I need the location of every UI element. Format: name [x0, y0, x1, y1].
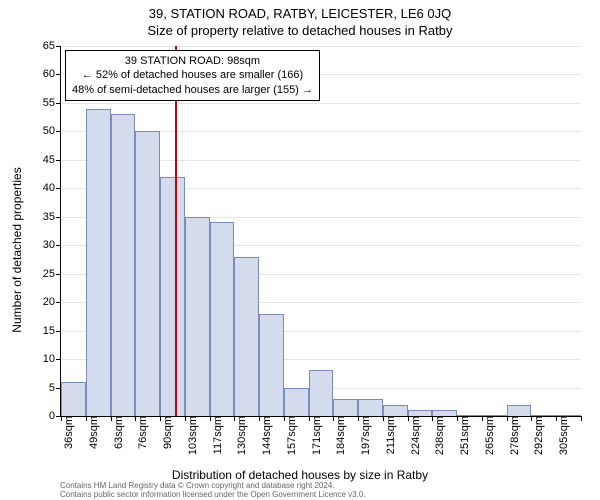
x-tick-label: 157sqm	[282, 416, 298, 455]
x-tick-label: 103sqm	[183, 416, 199, 455]
chart-title-main: 39, STATION ROAD, RATBY, LEICESTER, LE6 …	[0, 0, 600, 21]
histogram-bar	[309, 370, 334, 416]
x-tick-mark	[581, 416, 582, 421]
annotation-box: 39 STATION ROAD: 98sqm ← 52% of detached…	[65, 50, 320, 101]
grid-line	[61, 46, 581, 47]
footer-line-2: Contains public sector information licen…	[60, 491, 590, 500]
x-tick-label: 117sqm	[208, 416, 224, 454]
x-tick-label: 36sqm	[59, 416, 75, 449]
histogram-bar	[358, 399, 383, 416]
x-tick-label: 305sqm	[554, 416, 570, 455]
annotation-line-3: 48% of semi-detached houses are larger (…	[72, 83, 313, 97]
y-tick-label: 60	[43, 68, 61, 80]
histogram-bar	[210, 222, 235, 416]
x-tick-label: 171sqm	[307, 416, 323, 455]
y-tick-label: 10	[43, 353, 61, 365]
y-tick-label: 5	[49, 382, 61, 394]
y-tick-label: 20	[43, 296, 61, 308]
y-tick-label: 40	[43, 182, 61, 194]
y-tick-label: 15	[43, 325, 61, 337]
x-tick-label: 251sqm	[455, 416, 471, 455]
x-tick-label: 76sqm	[133, 416, 149, 449]
footer-text: Contains HM Land Registry data © Crown c…	[60, 482, 590, 500]
annotation-line-2: ← 52% of detached houses are smaller (16…	[72, 68, 313, 82]
x-tick-label: 90sqm	[158, 416, 174, 449]
grid-line	[61, 103, 581, 104]
y-axis-label: Number of detached properties	[10, 167, 24, 332]
y-tick-label: 35	[43, 211, 61, 223]
histogram-bar	[86, 109, 111, 416]
x-tick-label: 278sqm	[505, 416, 521, 455]
y-tick-label: 65	[43, 40, 61, 52]
chart-title-sub: Size of property relative to detached ho…	[0, 21, 600, 38]
histogram-bar	[259, 314, 284, 416]
chart-plot-area: 0510152025303540455055606536sqm49sqm63sq…	[60, 46, 581, 417]
x-tick-label: 144sqm	[257, 416, 273, 455]
y-tick-label: 30	[43, 239, 61, 251]
x-tick-label: 49sqm	[84, 416, 100, 449]
y-tick-label: 45	[43, 154, 61, 166]
x-tick-label: 224sqm	[406, 416, 422, 455]
x-tick-label: 63sqm	[109, 416, 125, 449]
histogram-bar	[185, 217, 210, 416]
histogram-bar	[135, 131, 160, 416]
histogram-bar	[333, 399, 358, 416]
histogram-bar	[284, 388, 309, 416]
x-tick-label: 238sqm	[430, 416, 446, 455]
histogram-bar	[507, 405, 532, 416]
histogram-bar	[234, 257, 259, 416]
histogram-bar	[160, 177, 185, 416]
annotation-line-1: 39 STATION ROAD: 98sqm	[72, 54, 313, 68]
x-tick-label: 197sqm	[356, 416, 372, 455]
chart-container: 39, STATION ROAD, RATBY, LEICESTER, LE6 …	[0, 0, 600, 500]
x-axis-label: Distribution of detached houses by size …	[0, 468, 600, 482]
x-tick-label: 265sqm	[480, 416, 496, 455]
x-tick-label: 292sqm	[529, 416, 545, 455]
histogram-bar	[61, 382, 86, 416]
x-tick-label: 130sqm	[232, 416, 248, 455]
reference-line	[175, 46, 177, 416]
x-tick-label: 184sqm	[331, 416, 347, 455]
y-tick-label: 55	[43, 97, 61, 109]
x-tick-label: 211sqm	[381, 416, 397, 454]
histogram-bar	[111, 114, 136, 416]
y-tick-label: 50	[43, 125, 61, 137]
y-tick-label: 25	[43, 268, 61, 280]
histogram-bar	[383, 405, 408, 416]
